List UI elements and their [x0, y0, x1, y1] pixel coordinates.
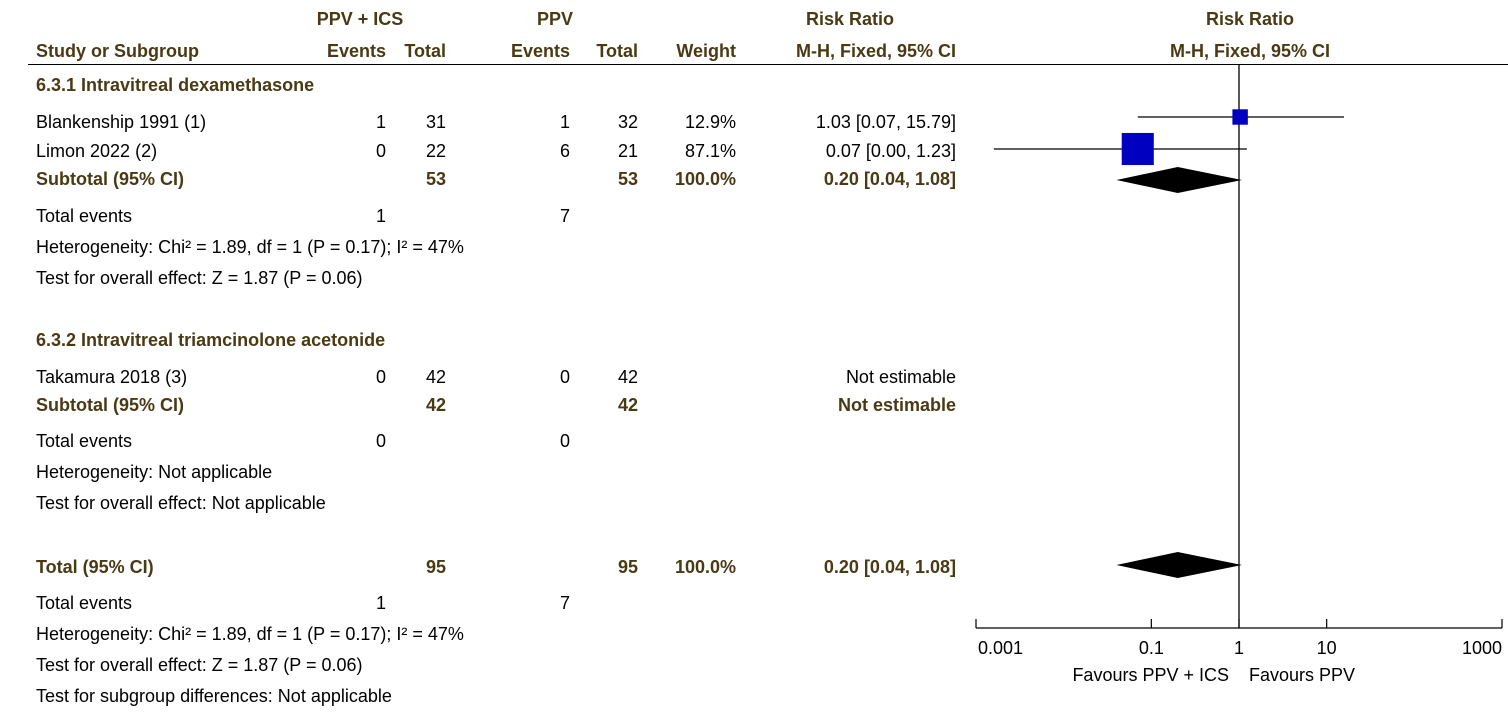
- total-ci: 0.20 [0.04, 1.08]: [823, 557, 956, 577]
- subtotal-total2: 53: [617, 169, 638, 189]
- heterogeneity-text: Heterogeneity: Chi² = 1.89, df = 1 (P = …: [36, 237, 464, 257]
- total-events2: 7: [559, 206, 570, 226]
- study-square: [1232, 109, 1248, 125]
- risk-ratio-ci: 0.07 [0.00, 1.23]: [825, 141, 956, 161]
- events2: 1: [559, 112, 570, 132]
- total-events1: 0: [375, 431, 386, 451]
- study-name: Blankenship 1991 (1): [36, 112, 207, 132]
- heterogeneity-text: Heterogeneity: Not applicable: [36, 462, 273, 482]
- rr-header: Risk Ratio: [805, 9, 895, 29]
- total1: 31: [425, 112, 446, 132]
- overall-effect-text: Test for overall effect: Not applicable: [36, 493, 326, 513]
- subtotal-weight: 100.0%: [674, 169, 736, 189]
- total1-header: Total: [404, 41, 446, 61]
- method-header: M-H, Fixed, 95% CI: [795, 41, 956, 61]
- total-events-label: Total events: [36, 431, 133, 451]
- events2-header: Events: [510, 41, 570, 61]
- events1: 0: [375, 141, 386, 161]
- subtotal-total2: 42: [617, 395, 638, 415]
- summary-diamond: [1116, 552, 1242, 578]
- favours-right-label: Favours PPV: [1249, 665, 1355, 685]
- x-tick-label: 1: [1234, 638, 1244, 658]
- x-tick-label: 0.1: [1139, 638, 1164, 658]
- total-total1: 95: [425, 557, 446, 577]
- subgroup1-title: 6.3.1 Intravitreal dexamethasone: [36, 75, 315, 95]
- group1-header: PPV + ICS: [316, 9, 404, 29]
- overall-effect-text: Test for overall effect: Z = 1.87 (P = 0…: [36, 268, 363, 288]
- favours-left-label: Favours PPV + ICS: [1072, 665, 1229, 685]
- total-events1: 1: [375, 593, 386, 613]
- total2: 42: [617, 367, 638, 387]
- total2-header: Total: [596, 41, 638, 61]
- weight: 87.1%: [684, 141, 736, 161]
- subgroup-differences-text: Test for subgroup differences: Not appli…: [36, 686, 392, 706]
- risk-ratio-ci: Not estimable: [845, 367, 956, 387]
- events1-header: Events: [326, 41, 386, 61]
- study-square: [1121, 132, 1154, 166]
- study-name: Takamura 2018 (3): [36, 367, 188, 387]
- header-divider: [28, 64, 1508, 65]
- subtotal-ci: 0.20 [0.04, 1.08]: [823, 169, 956, 189]
- events2: 0: [559, 367, 570, 387]
- total-label: Total (95% CI): [36, 557, 154, 577]
- total2: 21: [617, 141, 638, 161]
- total-events1: 1: [375, 206, 386, 226]
- overall-effect-text: Test for overall effect: Z = 1.87 (P = 0…: [36, 655, 363, 675]
- total-events2: 0: [559, 431, 570, 451]
- total1: 42: [425, 367, 446, 387]
- subtotal-ci: Not estimable: [837, 395, 956, 415]
- weight-header: Weight: [676, 41, 736, 61]
- events2: 6: [559, 141, 570, 161]
- events1: 0: [375, 367, 386, 387]
- total2: 32: [617, 112, 638, 132]
- subtotal-total1: 42: [425, 395, 446, 415]
- weight: 12.9%: [684, 112, 736, 132]
- events1: 1: [375, 112, 386, 132]
- total-weight: 100.0%: [674, 557, 736, 577]
- x-tick-label: 1000: [1462, 638, 1502, 658]
- x-tick-label: 0.001: [978, 638, 1023, 658]
- total-events2: 7: [559, 593, 570, 613]
- group2-header: PPV: [536, 9, 574, 29]
- total1: 22: [425, 141, 446, 161]
- subtotal-label: Subtotal (95% CI): [36, 395, 185, 415]
- plot-rr-header: Risk Ratio: [1205, 9, 1295, 29]
- subtotal-label: Subtotal (95% CI): [36, 169, 185, 189]
- plot-method-header: M-H, Fixed, 95% CI: [1169, 41, 1331, 61]
- total-total2: 95: [617, 557, 638, 577]
- total-events-label: Total events: [36, 593, 133, 613]
- summary-diamond: [1116, 167, 1242, 193]
- risk-ratio-ci: 1.03 [0.07, 15.79]: [815, 112, 956, 132]
- subgroup2-title: 6.3.2 Intravitreal triamcinolone acetoni…: [36, 330, 386, 350]
- total-events-label: Total events: [36, 206, 133, 226]
- heterogeneity-text: Heterogeneity: Chi² = 1.89, df = 1 (P = …: [36, 624, 464, 644]
- x-tick-label: 10: [1317, 638, 1337, 658]
- study-name: Limon 2022 (2): [36, 141, 158, 161]
- subtotal-total1: 53: [425, 169, 446, 189]
- study-column-header: Study or Subgroup: [36, 41, 199, 61]
